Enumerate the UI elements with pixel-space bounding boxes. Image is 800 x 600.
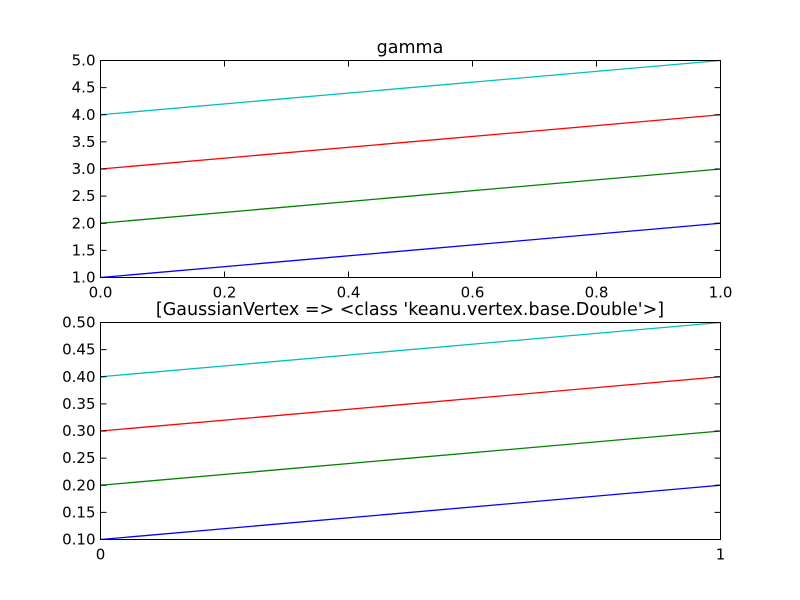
top-plot-x-tick-label: 0.6 bbox=[461, 284, 485, 302]
top-plot-series-line-1 bbox=[100, 222, 721, 279]
bottom-plot-x-tick-label: 0 bbox=[96, 546, 106, 564]
top-plot-ticks: 0.0 0.2 0.4 0.6 0.8 1.0 1.0 1.5 2.0 2.5 3.0 3.5 4.0 4… bbox=[72, 52, 733, 302]
bottom-plot-series-line-1 bbox=[100, 484, 721, 541]
bottom-plot-x-tick-label: 1 bbox=[716, 546, 726, 564]
bottom-plot-y-tick-label: 0.25 bbox=[62, 449, 95, 467]
bottom-plot-title: [GaussianVertex => <class 'keanu.vertex.… bbox=[156, 300, 664, 320]
top-plot-y-tick-label: 1.5 bbox=[72, 241, 96, 259]
bottom-plot-y-tick-label: 0.20 bbox=[62, 476, 95, 494]
top-plot-y-tick-label: 5.0 bbox=[72, 52, 96, 70]
top-plot-y-tick-label: 4.5 bbox=[72, 79, 96, 97]
bottom-plot-y-tick-label: 0.10 bbox=[62, 531, 95, 549]
bottom-plot: [GaussianVertex => <class 'keanu.vertex.… bbox=[62, 300, 725, 564]
top-plot-x-tick-label: 0.2 bbox=[213, 284, 237, 302]
top-plot-y-tick-label: 2.5 bbox=[72, 187, 96, 205]
bottom-plot-series bbox=[100, 321, 721, 541]
bottom-plot-series-line-2 bbox=[100, 430, 721, 486]
bottom-plot-y-tick-label: 0.40 bbox=[62, 368, 95, 386]
top-plot-series-line-4 bbox=[100, 59, 721, 116]
top-plot-x-tick-label: 1.0 bbox=[709, 284, 733, 302]
top-plot: gamma 0.0 0.2 0.4 0.6 0.8 1.0 1.0 1.5 2.0 2.5 3.0 3… bbox=[72, 38, 733, 302]
top-plot-x-tick-label: 0.8 bbox=[585, 284, 609, 302]
top-plot-y-tick-label: 2.0 bbox=[72, 214, 96, 232]
top-plot-y-tick-label: 3.5 bbox=[72, 133, 96, 151]
bottom-plot-series-line-4 bbox=[100, 321, 721, 378]
bottom-plot-y-tick-label: 0.50 bbox=[62, 314, 95, 332]
top-plot-x-tick-label: 0.0 bbox=[89, 284, 113, 302]
bottom-plot-y-tick-label: 0.35 bbox=[62, 395, 95, 413]
top-plot-title: gamma bbox=[377, 38, 444, 58]
bottom-plot-y-tick-label: 0.15 bbox=[62, 503, 95, 521]
bottom-plot-ticks: 0 1 0.10 0.15 0.20 0.25 0.30 0.35 0.40 0.45 0.50 bbox=[62, 314, 725, 564]
top-plot-y-tick-label: 3.0 bbox=[72, 160, 96, 178]
top-plot-series bbox=[100, 59, 721, 279]
bottom-plot-y-tick-label: 0.30 bbox=[62, 422, 95, 440]
top-plot-series-line-3 bbox=[100, 114, 721, 170]
top-plot-y-tick-label: 4.0 bbox=[72, 106, 96, 124]
top-plot-y-tick-label: 1.0 bbox=[72, 269, 96, 287]
bottom-plot-series-line-3 bbox=[100, 376, 721, 432]
bottom-plot-y-tick-label: 0.45 bbox=[62, 341, 95, 359]
top-plot-series-line-2 bbox=[100, 168, 721, 224]
top-plot-x-tick-label: 0.4 bbox=[337, 284, 361, 302]
